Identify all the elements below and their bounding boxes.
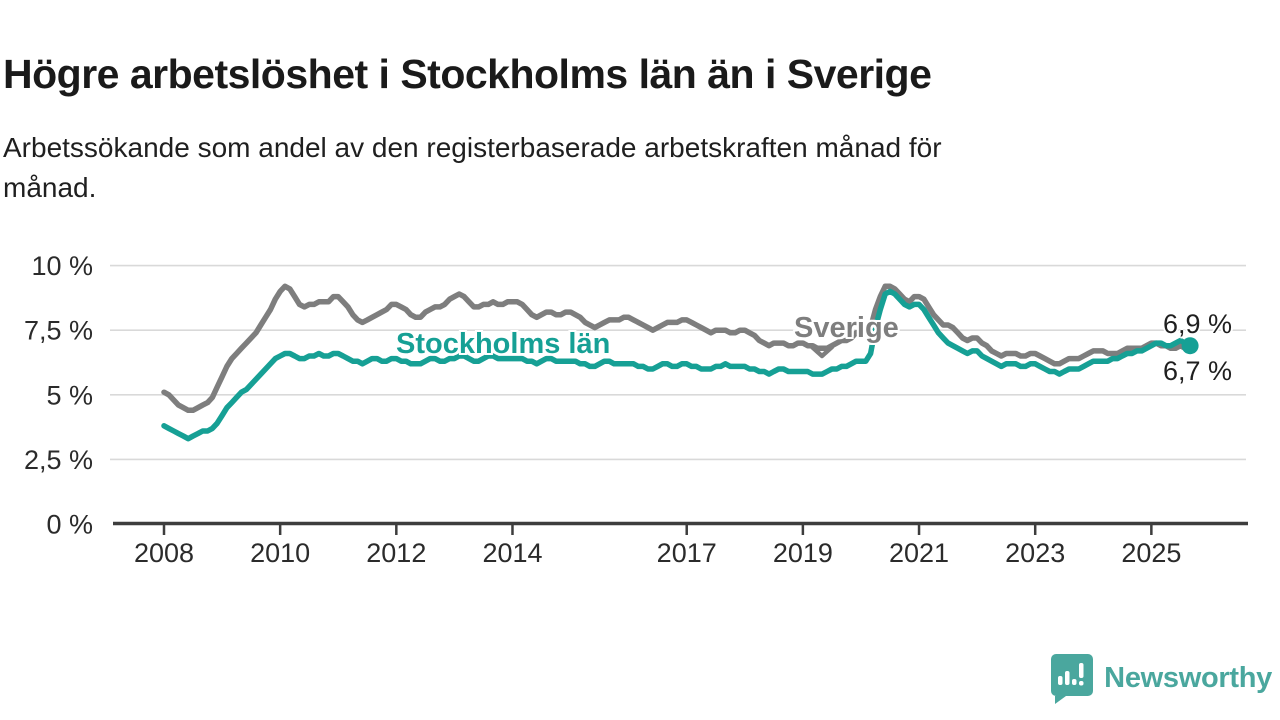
stockholm-line-series — [161, 288, 1193, 442]
gridlines — [110, 264, 1246, 461]
x-tick-label: 2025 — [1121, 538, 1181, 568]
sverige-pointer-icon — [809, 344, 835, 359]
stockholm-end-point-marker — [1181, 337, 1199, 355]
stockholm-end-value-label: 6,9 % — [1163, 309, 1233, 339]
y-tick-label: 10 % — [31, 251, 93, 281]
newsworthy-speech-bubble-icon — [1051, 654, 1094, 704]
y-tick-label: 5 % — [46, 380, 93, 410]
sverige-line-series — [161, 283, 1193, 414]
chart-subtitle: Arbetssökande som andel av den registerb… — [3, 128, 1203, 208]
newsworthy-logo: Newsworthy — [1047, 652, 1272, 704]
newsworthy-brand-text: Newsworthy — [1104, 661, 1272, 694]
stockholm-series-label: Stockholms län — [396, 328, 611, 360]
subtitle-line-1: Arbetssökande som andel av den registerb… — [3, 132, 942, 163]
x-tick-label: 2008 — [134, 538, 194, 568]
y-tick-label: 7,5 % — [24, 316, 93, 346]
sverige-end-value-label: 6,7 % — [1163, 356, 1233, 386]
subtitle-line-2: månad. — [3, 172, 97, 203]
x-tick-label: 2014 — [482, 538, 542, 568]
x-tick-label: 2012 — [366, 538, 426, 568]
x-tick-label: 2021 — [889, 538, 949, 568]
x-tick-label: 2010 — [250, 538, 310, 568]
y-axis-tick-labels: 10 % 7,5 % 5 % 2,5 % 0 % — [24, 251, 93, 539]
y-tick-label: 2,5 % — [24, 445, 93, 475]
x-tick-label: 2017 — [657, 538, 717, 568]
page-title: Högre arbetslöshet i Stockholms län än i… — [3, 51, 932, 98]
x-axis-ticks: 2008 2010 2012 2014 2017 2019 2021 2023 2025 — [134, 525, 1181, 568]
y-tick-label: 0 % — [46, 510, 93, 540]
sverige-series-label: Sverige — [794, 312, 899, 344]
x-tick-label: 2019 — [773, 538, 833, 568]
x-tick-label: 2023 — [1005, 538, 1065, 568]
